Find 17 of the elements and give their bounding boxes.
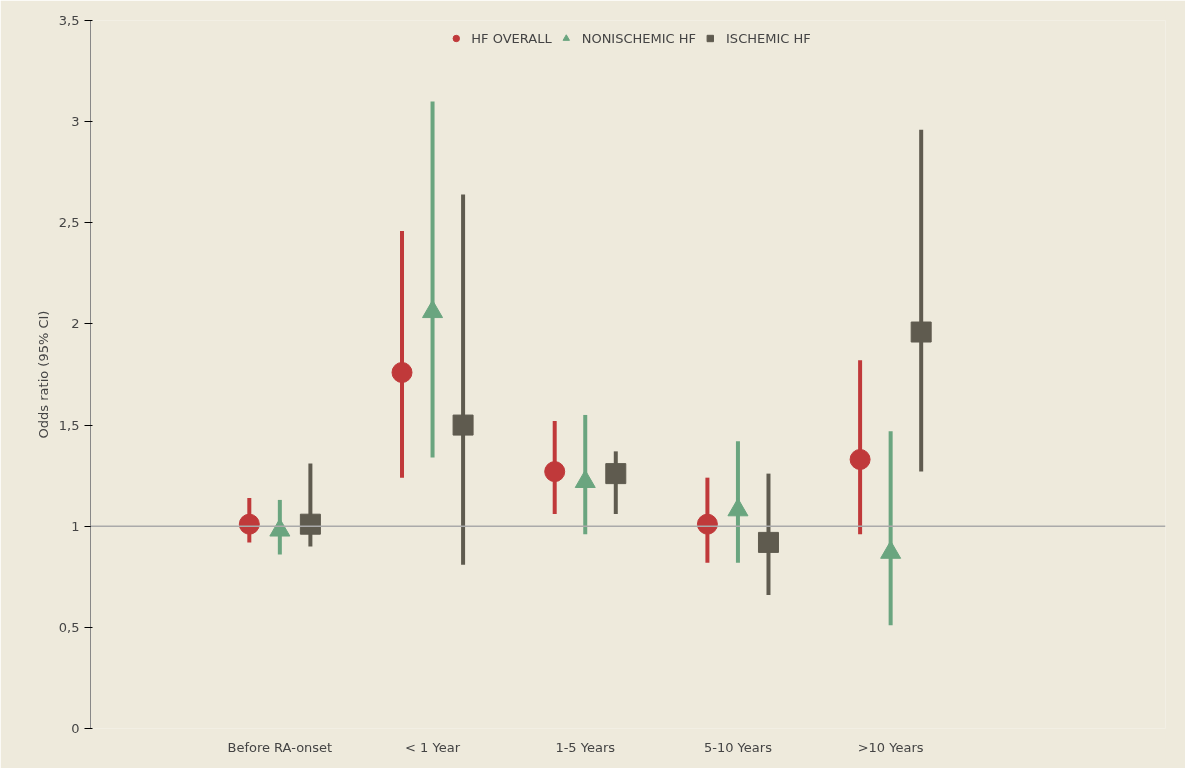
x-tick-label: 5-10 Years	[703, 739, 773, 755]
y-tick-label: 0,5	[58, 619, 80, 635]
y-tick-label: 1	[71, 518, 80, 534]
y-tick-label: 2	[71, 316, 80, 332]
y-tick-label: 3,5	[58, 13, 80, 28]
x-tick-label: 1-5 Years	[555, 739, 616, 755]
x-tick-label: >10 Years	[857, 739, 924, 755]
y-tick-label: 1,5	[58, 417, 80, 433]
y-tick-label: 0	[71, 721, 80, 736]
legend-label: NONISCHEMIC HF	[581, 30, 697, 46]
x-tick-label: < 1 Year	[405, 739, 461, 755]
y-tick-label: 3	[71, 114, 80, 130]
legend-label: ISCHEMIC HF	[726, 30, 811, 46]
y-tick-label: 2,5	[58, 215, 80, 231]
x-tick-label: Before RA-onset	[227, 739, 333, 755]
legend-label: HF OVERALL	[471, 30, 552, 46]
y-axis-title: Odds ratio (95% CI)	[35, 310, 51, 439]
